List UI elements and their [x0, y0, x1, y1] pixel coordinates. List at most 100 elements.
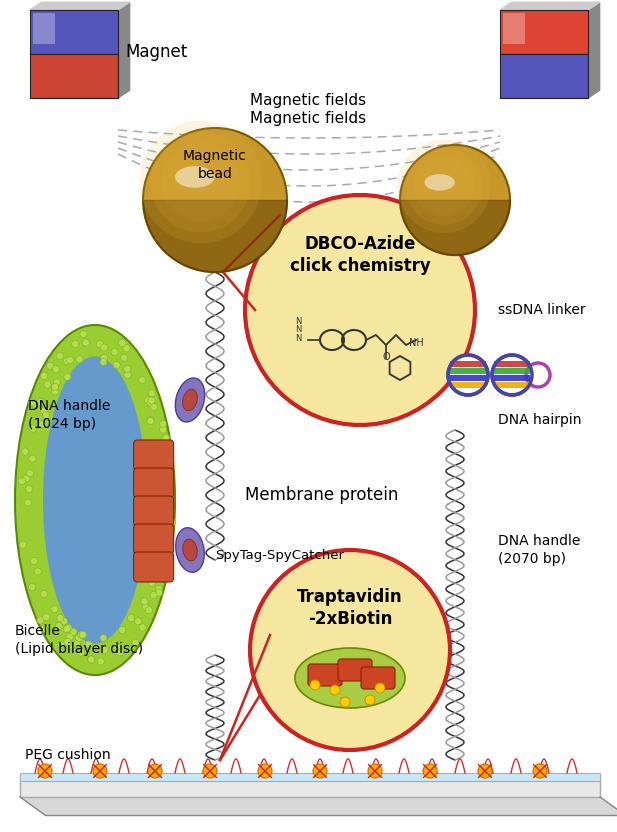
Ellipse shape [175, 378, 205, 422]
Ellipse shape [424, 174, 455, 191]
Circle shape [478, 764, 492, 778]
Text: Magnetic fields: Magnetic fields [250, 111, 366, 126]
Circle shape [100, 359, 107, 366]
Circle shape [155, 586, 162, 592]
Circle shape [78, 649, 85, 656]
Circle shape [313, 764, 327, 778]
Circle shape [414, 156, 474, 216]
Circle shape [24, 499, 31, 506]
Circle shape [25, 485, 33, 493]
Polygon shape [20, 797, 617, 815]
Circle shape [163, 556, 170, 563]
Circle shape [163, 434, 170, 441]
Circle shape [148, 389, 155, 397]
Text: DNA handle
(2070 bp): DNA handle (2070 bp) [498, 534, 581, 567]
Circle shape [250, 550, 450, 750]
Circle shape [51, 384, 59, 391]
Circle shape [37, 399, 44, 406]
Ellipse shape [175, 166, 215, 188]
Circle shape [132, 639, 139, 646]
Circle shape [167, 503, 174, 509]
Text: NH: NH [408, 338, 423, 348]
Circle shape [117, 649, 123, 656]
Circle shape [123, 344, 130, 352]
Text: N
N
N: N N N [295, 317, 301, 343]
Circle shape [245, 195, 475, 425]
Circle shape [147, 399, 154, 407]
Circle shape [161, 142, 240, 221]
Circle shape [148, 764, 162, 778]
Text: Membrane protein: Membrane protein [245, 486, 399, 504]
Circle shape [57, 641, 65, 648]
Circle shape [147, 418, 154, 424]
Circle shape [151, 442, 158, 449]
Circle shape [148, 397, 155, 404]
Circle shape [146, 607, 152, 614]
Text: Magnetic
bead: Magnetic bead [183, 150, 247, 181]
Circle shape [29, 425, 36, 432]
Circle shape [330, 685, 340, 695]
Text: Magnetic fields: Magnetic fields [250, 92, 366, 107]
Circle shape [155, 518, 162, 526]
Circle shape [88, 656, 95, 663]
Text: DBCO-Azide
click chemistry: DBCO-Azide click chemistry [289, 235, 431, 275]
Circle shape [159, 420, 167, 428]
Circle shape [111, 349, 118, 355]
Circle shape [56, 353, 64, 359]
Text: SpyTag-SpyCatcher: SpyTag-SpyCatcher [215, 548, 344, 562]
Circle shape [101, 646, 108, 654]
Circle shape [52, 365, 59, 373]
Bar [500, 10, 588, 54]
Circle shape [167, 532, 174, 540]
Circle shape [157, 483, 165, 491]
Circle shape [40, 372, 48, 379]
Polygon shape [30, 2, 130, 10]
Circle shape [56, 622, 62, 630]
Circle shape [30, 557, 38, 564]
Circle shape [150, 131, 251, 232]
Circle shape [423, 764, 437, 778]
Circle shape [42, 405, 49, 412]
Circle shape [139, 624, 146, 631]
Circle shape [41, 408, 48, 414]
Bar [494, 361, 530, 367]
Circle shape [38, 764, 52, 778]
Circle shape [88, 656, 94, 663]
Circle shape [83, 340, 91, 347]
Circle shape [64, 638, 71, 646]
Circle shape [64, 357, 71, 364]
Circle shape [124, 365, 131, 373]
Bar [33, 13, 55, 44]
Circle shape [36, 617, 44, 624]
Circle shape [64, 626, 70, 632]
Circle shape [80, 330, 87, 338]
Circle shape [43, 613, 50, 621]
Circle shape [155, 444, 162, 452]
Bar [494, 375, 530, 381]
Circle shape [135, 617, 142, 625]
Ellipse shape [183, 539, 197, 561]
Text: O: O [382, 352, 390, 362]
Ellipse shape [43, 356, 147, 643]
Circle shape [72, 340, 79, 348]
Circle shape [161, 573, 168, 581]
Circle shape [53, 379, 60, 386]
Circle shape [101, 354, 108, 362]
Circle shape [97, 658, 104, 665]
Circle shape [64, 374, 71, 380]
Circle shape [28, 583, 36, 591]
Circle shape [85, 641, 93, 648]
Circle shape [150, 592, 157, 599]
Circle shape [365, 695, 375, 705]
Ellipse shape [183, 389, 197, 411]
Circle shape [203, 764, 217, 778]
Bar [450, 375, 486, 381]
Circle shape [19, 541, 27, 548]
Ellipse shape [295, 648, 405, 708]
Circle shape [168, 518, 176, 526]
Circle shape [67, 357, 73, 364]
Circle shape [118, 339, 126, 347]
Circle shape [400, 145, 510, 255]
Text: Bicelle
(Lipid bilayer disc): Bicelle (Lipid bilayer disc) [15, 624, 143, 656]
Circle shape [93, 764, 107, 778]
